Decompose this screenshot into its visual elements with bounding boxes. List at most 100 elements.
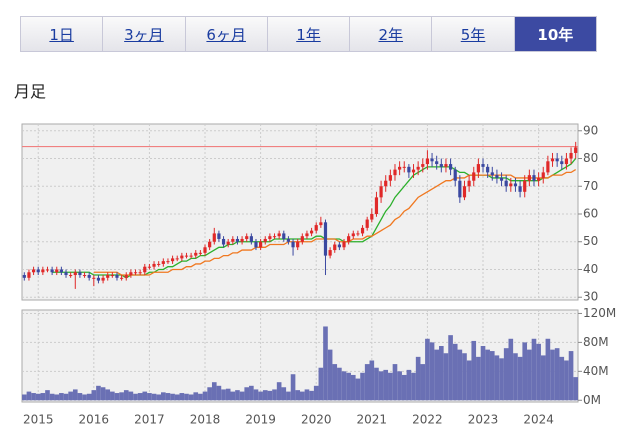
volume-bar — [281, 387, 287, 401]
y-tick-label: 50 — [583, 234, 598, 248]
volume-bar — [300, 391, 305, 401]
candle-body — [347, 236, 351, 242]
volume-bar — [202, 391, 208, 401]
volume-bar — [309, 390, 314, 401]
candle-body — [221, 238, 226, 245]
candle-body — [296, 241, 300, 248]
candle-body — [532, 175, 536, 181]
candle-body — [198, 252, 202, 254]
period-tab[interactable]: 3ヶ月 — [103, 17, 186, 51]
volume-bar — [295, 390, 300, 401]
volume-bar — [346, 372, 351, 401]
volume-bar — [388, 372, 393, 401]
volume-bar — [114, 393, 120, 401]
volume-bar — [230, 391, 236, 401]
candle-body — [370, 214, 374, 220]
volume-bar — [499, 358, 504, 401]
candle-body — [231, 238, 235, 242]
volume-bar — [531, 338, 537, 401]
y-tick-label: 40M — [583, 364, 609, 378]
candle-body — [217, 233, 221, 239]
candle-body — [328, 250, 332, 256]
volume-bar — [355, 378, 361, 401]
candle-body — [458, 180, 462, 198]
candle-body — [82, 275, 87, 277]
candle-body — [184, 255, 189, 257]
volume-bar — [72, 389, 78, 401]
volume-bar — [462, 353, 467, 401]
volume-bar — [286, 391, 291, 401]
y-tick-label: 60 — [583, 207, 598, 221]
volume-bar — [253, 389, 259, 401]
volume-bar — [276, 382, 282, 401]
volume-bar — [225, 388, 231, 401]
candle-body — [110, 275, 114, 277]
candle-body — [41, 269, 45, 273]
candle-body — [314, 225, 318, 231]
volume-bar — [244, 387, 250, 401]
candle-body — [486, 166, 490, 173]
candle-body — [170, 258, 175, 262]
x-tick-label: 2022 — [412, 413, 443, 427]
candle-body — [133, 272, 138, 274]
x-tick-label: 2023 — [468, 413, 499, 427]
volume-bar — [392, 364, 398, 401]
candle-body — [379, 186, 383, 198]
candle-body — [212, 233, 216, 242]
candle-body — [319, 222, 323, 226]
volume-bar — [536, 343, 541, 401]
candle-body — [249, 236, 253, 242]
candle-body — [430, 158, 434, 162]
candle-body — [555, 158, 559, 162]
period-tab[interactable]: 2年 — [350, 17, 433, 51]
period-tab[interactable]: 6ヶ月 — [185, 17, 268, 51]
candle-body — [356, 233, 360, 235]
candle-body — [124, 275, 128, 278]
volume-bar — [476, 356, 481, 401]
candle-body — [263, 238, 267, 242]
volume-bar — [165, 393, 171, 401]
candle-body — [291, 241, 295, 248]
candle-body — [388, 175, 392, 181]
candle-body — [462, 186, 467, 198]
volume-bar — [545, 338, 551, 401]
candle-body — [444, 164, 448, 167]
candle-body — [407, 166, 411, 173]
volume-bar — [105, 389, 111, 401]
volume-bar — [151, 393, 157, 401]
period-tab[interactable]: 1年 — [267, 17, 351, 51]
volume-bar — [360, 372, 365, 401]
candle-body — [384, 180, 388, 187]
candle-body — [101, 277, 105, 281]
candle-body — [351, 233, 355, 237]
candle-body — [73, 272, 77, 276]
volume-bar — [559, 356, 565, 401]
volume-bar — [327, 349, 333, 401]
candle-body — [203, 247, 207, 253]
candle-body — [235, 238, 240, 242]
candle-body — [527, 175, 531, 181]
candle-body — [435, 161, 439, 165]
candle-body — [268, 236, 272, 239]
candle-body — [115, 275, 119, 278]
period-tab[interactable]: 1日 — [21, 17, 104, 51]
volume-bar — [415, 356, 421, 401]
candle-body — [31, 269, 36, 273]
candle-body — [323, 222, 328, 256]
x-tick-label: 2020 — [301, 413, 332, 427]
candle-body — [194, 252, 198, 256]
candle-body — [175, 258, 179, 260]
y-tick-label: 0M — [583, 393, 601, 407]
candle-body — [259, 241, 263, 248]
candle-body — [416, 166, 420, 170]
volume-bar — [119, 392, 124, 401]
period-tab[interactable]: 10年 — [514, 17, 596, 51]
candle-body — [180, 255, 184, 259]
candle-body — [523, 180, 527, 192]
volume-bar — [174, 394, 180, 401]
volume-bar — [323, 326, 328, 401]
volume-bar — [54, 394, 60, 401]
period-tab[interactable]: 5年 — [432, 17, 515, 51]
volume-bar — [258, 391, 263, 401]
volume-bar — [211, 382, 217, 401]
